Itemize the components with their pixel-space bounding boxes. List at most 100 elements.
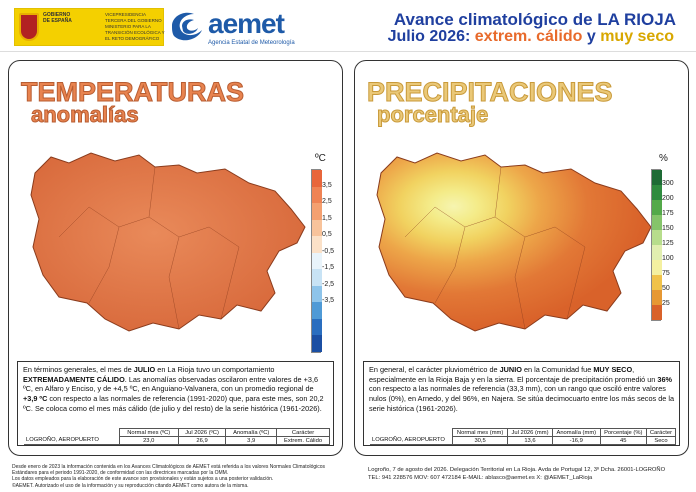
legend-swatch <box>652 200 662 215</box>
temperature-panel: TEMPERATURAS anomalías ºC 3,5 2,5 1,5 0,5 -0… <box>8 60 343 456</box>
footer-note: Desde enero de 2023 la información conte… <box>12 464 326 477</box>
temperature-subtitle: anomalías <box>31 102 140 128</box>
legend-swatch <box>652 170 662 185</box>
precipitation-summary-text: En general, el carácter pluviométrico de… <box>369 365 675 413</box>
table-row: LOGROÑO, AEROPUERTO 30,5 13,6 -16,9 45 S… <box>370 436 677 445</box>
footer-left: Desde enero de 2023 la información conte… <box>12 464 342 489</box>
legend-swatch <box>652 230 662 245</box>
legend-swatch <box>652 275 662 290</box>
district-borders <box>58 166 240 330</box>
legend-swatch <box>312 318 322 335</box>
legend-tick-label: 50 <box>662 285 670 292</box>
precipitation-legend-bar <box>651 169 662 321</box>
table-header: Carácter <box>645 428 677 437</box>
legend-tick-label: 200 <box>662 195 674 202</box>
coat-of-arms-icon <box>19 13 39 41</box>
precipitation-unit: % <box>659 153 668 164</box>
header: GOBIERNO DE ESPAÑA VICEPRESIDENCIA TERCE… <box>0 0 696 52</box>
legend-swatch <box>312 285 322 302</box>
temperature-legend-bar <box>311 169 322 353</box>
gov-label: GOBIERNO DE ESPAÑA <box>43 12 72 24</box>
legend-swatch <box>312 236 322 253</box>
legend-swatch <box>312 203 322 220</box>
legend-swatch <box>652 290 662 305</box>
table-header: Anomalía (mm) <box>551 428 601 437</box>
table-cell: 45 <box>599 436 647 445</box>
aemet-name: aemet <box>208 8 285 39</box>
legend-swatch <box>312 269 322 286</box>
footer-note: ©AEMET. Autorizado el uso de la informac… <box>12 482 249 489</box>
legend-tick-label: 3,5 <box>322 181 332 189</box>
legend-tick-label: 300 <box>662 180 674 187</box>
min-label: MINISTERIO PARA LA TRANSICIÓN ECOLÓGICA … <box>105 24 165 41</box>
table-cell: 3,9 <box>225 436 278 445</box>
report-subtitle: Julio 2026: extrem. cálido y muy seco <box>388 28 674 46</box>
legend-swatch <box>312 252 322 269</box>
table-header: Anomalía (ºC) <box>225 428 278 437</box>
legend-swatch <box>312 186 322 203</box>
title-prefix: Avance climatológico de <box>393 10 598 29</box>
table-cell: 13,6 <box>507 436 553 445</box>
table-cell: 26,9 <box>177 436 227 445</box>
legend-tick-label: 150 <box>662 225 674 232</box>
legend-swatch <box>652 305 662 320</box>
table-row: LOGROÑO, AEROPUERTO 23,0 26,9 3,9 Extrem… <box>24 436 330 445</box>
table-header: Normal mes (ºC) <box>118 428 179 437</box>
legend-tick-label: 125 <box>662 240 674 247</box>
precipitation-subtitle: porcentaje <box>376 102 489 128</box>
government-logo: GOBIERNO DE ESPAÑA VICEPRESIDENCIA TERCE… <box>14 8 165 46</box>
table-cell: -16,9 <box>551 436 601 445</box>
temperature-summary: En términos generales, el mes de JULIO e… <box>17 361 334 446</box>
table-header: Normal mes (mm) <box>452 428 509 437</box>
legend-tick-label: 1,5 <box>322 214 332 222</box>
ministry-label: VICEPRESIDENCIA TERCERA DEL GOBIERNO MIN… <box>105 12 165 42</box>
la-rioja-outline <box>30 152 306 332</box>
footer-right: Logroño, 7 de agosto del 2026. Delegació… <box>368 466 688 482</box>
table-cell: Extrem. Cálido <box>276 436 330 445</box>
legend-swatch <box>312 219 322 236</box>
district-borders <box>404 166 586 330</box>
title2-part1: extrem. cálido <box>474 28 583 45</box>
legend-swatch <box>312 335 322 352</box>
temperature-summary-text: En términos generales, el mes de JULIO e… <box>23 365 324 413</box>
table-header: Jul 2026 (mm) <box>507 428 553 437</box>
legend-swatch <box>652 215 662 230</box>
precipitation-summary: En general, el carácter pluviométrico de… <box>363 361 680 446</box>
legend-tick-label: -0,5 <box>322 247 335 255</box>
legend-tick-label: 175 <box>662 210 674 217</box>
legend-tick-label: 100 <box>662 255 674 262</box>
report-title: Avance climatológico de LA RIOJA <box>394 10 676 30</box>
title-region: LA RIOJA <box>597 10 676 29</box>
legend-swatch <box>652 245 662 260</box>
table-cell: Seco <box>645 436 677 445</box>
legend-swatch <box>652 260 662 275</box>
precipitation-table: Normal mes (mm) Jul 2026 (mm) Anomalía (… <box>370 428 677 445</box>
temperature-anomaly-map <box>30 152 306 332</box>
aemet-subtitle: Agencia Estatal de Meteorología <box>208 40 295 46</box>
precipitation-panel: PRECIPITACIONES porcentaje % 300 200 175 15… <box>354 60 689 456</box>
table-header-row: Normal mes (ºC) Jul 2026 (ºC) Anomalía (… <box>24 428 330 437</box>
table-header: Porcentaje (%) <box>599 428 647 437</box>
title2-prefix: Julio 2026: <box>387 28 471 45</box>
legend-swatch <box>312 170 322 187</box>
legend-swatch <box>652 185 662 200</box>
aemet-logo: aemet Agencia Estatal de Meteorología <box>168 8 348 46</box>
legend-tick-label: 0,5 <box>322 231 332 238</box>
legend-tick-label: 75 <box>662 270 670 277</box>
footer-note: Los datos empleados para la elaboración … <box>12 476 274 483</box>
legend-tick-label: -2,5 <box>322 280 335 288</box>
table-cell: 30,5 <box>452 436 509 445</box>
temperature-table: Normal mes (ºC) Jul 2026 (ºC) Anomalía (… <box>24 428 330 445</box>
legend-tick-label: -1,5 <box>322 264 335 271</box>
footer-address: Logroño, 7 de agosto del 2026. Delegació… <box>368 467 666 473</box>
title2-conj: y <box>586 28 596 45</box>
table-header: Carácter <box>276 428 330 437</box>
vice-label: VICEPRESIDENCIA TERCERA DEL GOBIERNO <box>105 12 162 23</box>
precipitation-percentage-map <box>376 152 652 332</box>
legend-tick-label: 25 <box>662 300 670 307</box>
legend-tick-label: -3,5 <box>322 297 335 304</box>
temperature-title: TEMPERATURAS <box>20 77 245 108</box>
table-cell: 23,0 <box>118 436 179 445</box>
legend-tick-label: 2,5 <box>322 198 332 205</box>
footer-contact: TEL: 941 228576 MOV: 607 472184 E-MAIL: … <box>368 475 593 481</box>
